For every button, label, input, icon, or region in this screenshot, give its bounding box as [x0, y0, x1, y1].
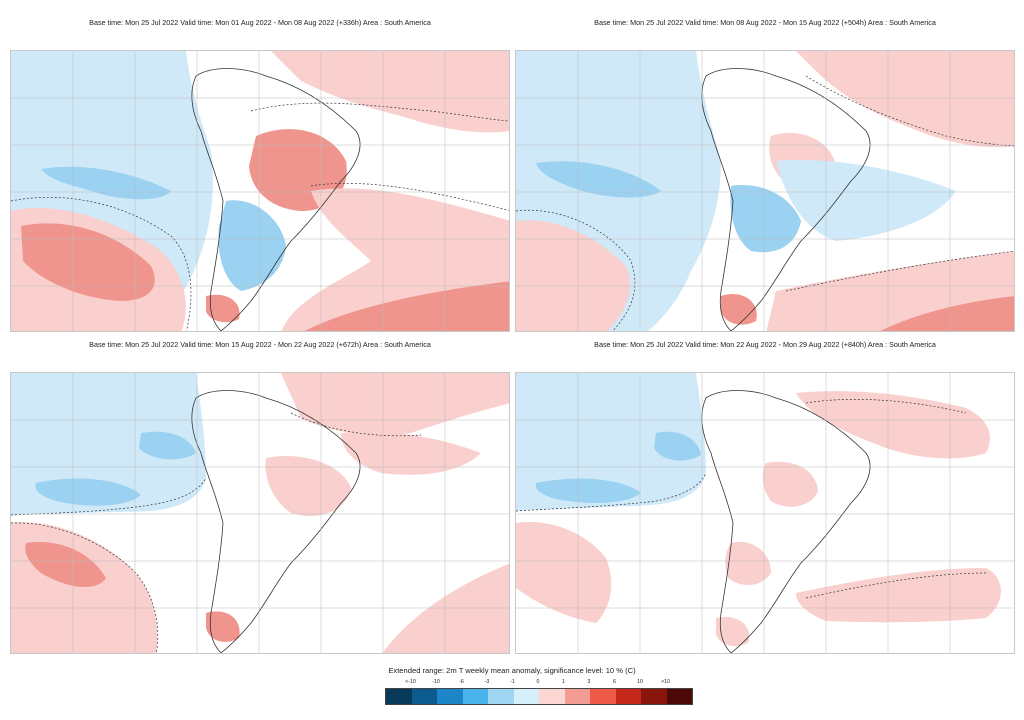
colorbar-tick-label: 10	[637, 679, 643, 685]
south-america-coastline	[191, 68, 361, 331]
cold-anomaly-south-atlantic	[776, 160, 956, 241]
colorbar-tick-label: -10	[432, 679, 440, 685]
warm-anomaly-brazil	[265, 456, 351, 516]
cold-band-pacific	[535, 478, 641, 503]
colorbar-ticks: <-10 -10 -6 -3 -1 0 1 3 6 10 >10	[385, 679, 670, 688]
map-panel-week-3	[10, 372, 510, 654]
colorbar-swatch-0	[386, 689, 412, 704]
significance-contours	[11, 102, 509, 331]
south-america-coastline	[191, 390, 361, 653]
lat-lon-grid	[11, 51, 509, 331]
significance-contours	[516, 75, 1014, 331]
cold-patch-north-pacific	[654, 431, 701, 461]
colorbar-swatch-6	[539, 689, 565, 704]
lat-lon-grid	[516, 373, 1014, 653]
cold-band-pacific	[536, 161, 661, 198]
map-panel-week-2	[515, 50, 1015, 332]
south-america-coastline	[701, 68, 871, 331]
colorbar-tick-label: 1	[562, 679, 565, 685]
panel-3-title: Base time: Mon 25 Jul 2022 Valid time: M…	[89, 340, 431, 349]
panel-1-title: Base time: Mon 25 Jul 2022 Valid time: M…	[89, 18, 431, 27]
colorbar-tick-label: -3	[484, 679, 490, 685]
warm-anomaly-brazil	[762, 461, 818, 507]
strong-warm-atlantic-south	[880, 296, 1014, 331]
map-panel-week-1	[10, 50, 510, 332]
panel-4-title: Base time: Mon 25 Jul 2022 Valid time: M…	[594, 340, 936, 349]
warm-anomaly-south-central	[725, 541, 771, 585]
colorbar-tick-label: -1	[510, 679, 515, 685]
colorbar-title: Extended range: 2m T weekly mean anomaly…	[388, 666, 636, 675]
map-panel-week-4	[515, 372, 1015, 654]
warm-anomaly-southwest	[516, 522, 612, 623]
panel-2-title: Base time: Mon 25 Jul 2022 Valid time: M…	[594, 18, 936, 27]
strong-warm-southwest	[25, 542, 106, 588]
colorbar-tick-label: >10	[661, 679, 670, 685]
colorbar-swatch-9	[615, 689, 641, 704]
significance-contours	[11, 412, 422, 653]
colorbar-tick-label: 3	[587, 679, 591, 685]
colorbar-tick-label: <-10	[405, 679, 416, 685]
colorbar-swatch-5	[513, 689, 539, 704]
colorbar-swatch-2	[437, 689, 463, 704]
cold-band-pacific	[35, 478, 141, 506]
warm-anomaly-atlantic-north	[796, 51, 1014, 148]
warm-anomaly-atlantic-north	[281, 373, 509, 435]
significance-contours	[516, 399, 987, 599]
colorbar-swatch-1	[411, 689, 437, 704]
colorbar-swatch-4	[488, 689, 514, 704]
colorbar-swatch-10	[641, 689, 667, 704]
colorbar-swatch-7	[564, 689, 590, 704]
strong-warm-atlantic-south	[304, 281, 509, 331]
colorbar-tick-label: 6	[613, 679, 616, 685]
warm-anomaly-atlantic-south	[382, 563, 509, 653]
strong-warm-southwest	[21, 223, 155, 301]
warm-anomaly-patagonia	[206, 611, 240, 642]
colorbar-swatch-8	[590, 689, 616, 704]
colorbar	[385, 688, 693, 705]
colorbar-swatch-3	[462, 689, 488, 704]
warm-anomaly-atlantic-north	[271, 51, 509, 133]
colorbar-swatch-11	[666, 689, 692, 704]
warm-anomaly-patagonia	[721, 293, 757, 325]
cold-anomaly-central	[730, 185, 801, 253]
warm-anomaly-southwest	[516, 220, 630, 331]
cold-anomaly-argentina	[218, 200, 286, 291]
lat-lon-grid	[516, 51, 1014, 331]
lat-lon-grid	[11, 373, 509, 653]
warm-anomaly-atlantic-east	[341, 431, 481, 475]
cold-patch-north-pacific	[139, 431, 196, 460]
warm-anomaly-patagonia	[716, 616, 750, 647]
cold-anomaly-pacific	[516, 373, 706, 511]
cold-band-pacific	[41, 166, 171, 200]
colorbar-tick-label: 0	[536, 679, 540, 685]
colorbar-tick-label: -6	[459, 679, 464, 685]
south-america-coastline	[701, 390, 871, 653]
warm-anomaly-patagonia	[206, 294, 240, 323]
